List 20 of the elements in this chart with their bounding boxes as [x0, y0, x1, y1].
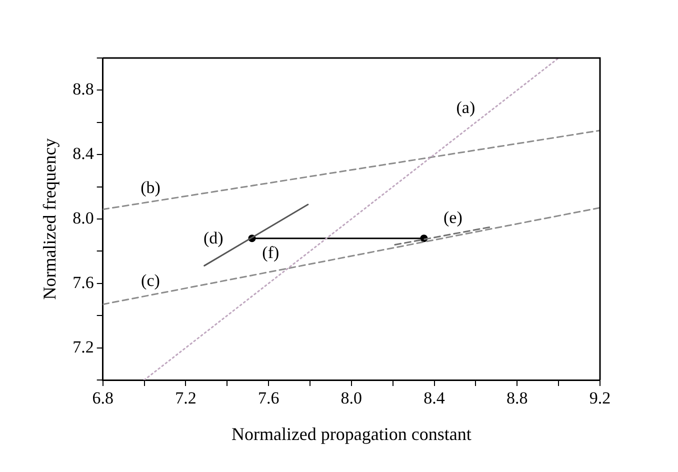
annotation: (c) — [141, 271, 160, 290]
x-tick-label: 7.6 — [258, 388, 280, 408]
annotation: (a) — [456, 98, 476, 117]
y-tick-label: 7.2 — [72, 337, 94, 356]
annotation: (f) — [262, 242, 280, 262]
x-tick-label: 8.4 — [424, 388, 446, 408]
x-tick-label: 8.8 — [506, 388, 528, 408]
x-tick-label: 7.2 — [175, 388, 196, 408]
y-tick-label: 8.8 — [72, 80, 94, 99]
x-tick-label: 9.2 — [589, 388, 611, 408]
y-tick-label: 8.0 — [72, 208, 94, 228]
y-axis-title: Normalized frequency — [40, 138, 60, 300]
x-tick-label: 6.8 — [92, 388, 114, 408]
x-tick-label: 8.0 — [340, 388, 362, 408]
y-tick-label: 7.6 — [72, 272, 94, 292]
annotation: (d) — [204, 228, 224, 248]
annotation: (e) — [443, 208, 462, 227]
annotation: (b) — [140, 178, 160, 197]
y-tick-label: 8.4 — [72, 144, 94, 164]
x-axis-title: Normalized propagation constant — [231, 424, 472, 444]
